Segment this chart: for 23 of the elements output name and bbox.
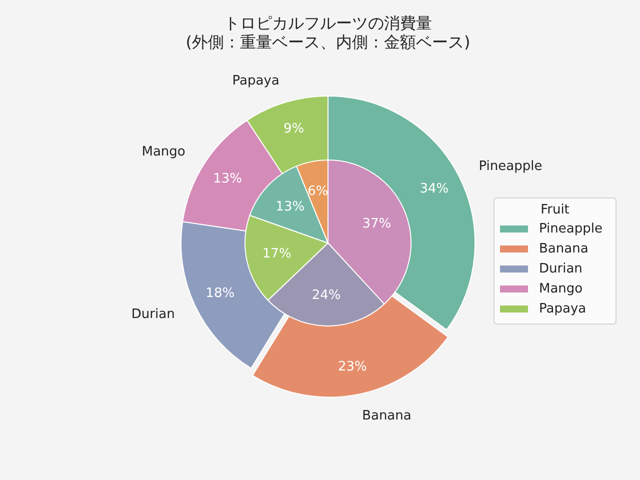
value-label: 34% bbox=[420, 182, 449, 197]
legend-label: Pineapple bbox=[539, 222, 602, 236]
value-label: 6% bbox=[308, 184, 328, 200]
category-label: Mango bbox=[142, 144, 186, 160]
title: トロピカルフルーツの消費量 bbox=[224, 14, 432, 32]
value-label: 23% bbox=[338, 360, 367, 375]
subtitle: (外側：重量ベース、内側：金額ベース) bbox=[186, 32, 470, 52]
value-label: 13% bbox=[213, 172, 242, 187]
value-label: 18% bbox=[206, 286, 235, 301]
value-label: 37% bbox=[362, 216, 392, 232]
legend-label: Durian bbox=[539, 262, 582, 276]
category-label: Durian bbox=[131, 307, 175, 322]
category-label: Banana bbox=[362, 408, 412, 424]
value-label: 24% bbox=[312, 288, 341, 303]
value-label: 9% bbox=[283, 121, 304, 136]
legend-label: Banana bbox=[539, 242, 588, 256]
legend-label: Papaya bbox=[539, 302, 586, 316]
category-label: Papaya bbox=[232, 74, 280, 89]
category-label: Pineapple bbox=[478, 159, 542, 174]
legend-label: Mango bbox=[539, 282, 583, 296]
value-label: 17% bbox=[262, 246, 292, 262]
value-label: 13% bbox=[276, 199, 305, 214]
legend-title: Fruit bbox=[540, 202, 570, 218]
